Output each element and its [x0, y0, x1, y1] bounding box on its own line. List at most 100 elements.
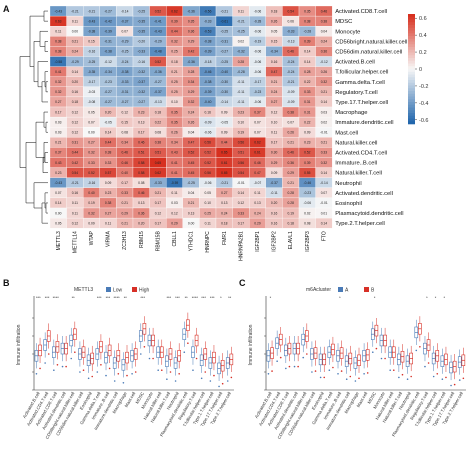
box-outlier [285, 367, 287, 370]
heatmap-cell-value: 0.52 [204, 161, 211, 165]
colorbar-step [408, 71, 415, 75]
box-outlier [100, 364, 102, 366]
heatmap-cell-value: 0.11 [205, 221, 211, 225]
heatmap-cell-value: 0.52 [155, 9, 162, 13]
heatmap-row-label: Immature..B.cell [335, 161, 377, 167]
heatmap-cell-value: 0.46 [287, 50, 294, 54]
heatmap-cell-value: -0.06 [254, 100, 262, 104]
colorbar-tick-label: 0 [419, 67, 422, 73]
heatmap-cell-value: 0.52 [88, 171, 95, 175]
heatmap-cell-value: 0.47 [188, 141, 195, 145]
heatmap-cell-value: 0.21 [121, 221, 128, 225]
box-outlier [82, 369, 85, 372]
box-outlier [166, 378, 168, 381]
heatmap-cell-value: -0.41 [154, 19, 162, 23]
heatmap-cell-value: 0.32 [55, 80, 62, 84]
heatmap-column-label: ZC3H13 [122, 231, 128, 250]
box-outlier [311, 371, 313, 373]
heatmap-cell-value: 0.34 [171, 141, 178, 145]
significance-mark: * [374, 295, 376, 300]
heatmap-cell-value: 0.30 [271, 151, 278, 155]
heatmap-cell-value: 0.46 [121, 161, 128, 165]
panel-b-letter: B [3, 278, 10, 288]
heatmap-cell-value: 0.00 [88, 130, 95, 134]
heatmap-cell-value: 0.42 [72, 161, 79, 165]
heatmap-cell-value: -0.36 [154, 70, 162, 74]
box-outlier [462, 377, 465, 380]
box-outlier [297, 365, 299, 368]
heatmap-cell-value: 0.21 [155, 191, 162, 195]
panel-c-letter: C [239, 278, 246, 288]
significance-mark: ** [228, 295, 232, 300]
heatmap-cell-value: 0.28 [238, 60, 245, 64]
heatmap-cell-value: 0.46 [321, 9, 328, 13]
significance-mark: ** [72, 295, 76, 300]
colorbar-step [408, 52, 415, 56]
heatmap-cell-value: -0.35 [138, 29, 146, 33]
heatmap-cell-value: 0.33 [88, 161, 95, 165]
heatmap-cell-value: -0.46 [304, 181, 312, 185]
box-outlier [323, 376, 326, 379]
box-outlier [410, 375, 412, 378]
heatmap-cell-value: -0.09 [287, 100, 295, 104]
legend-label: Low [113, 288, 123, 294]
significance-mark: *** [45, 295, 50, 300]
colorbar-tick-label: -0.2 [419, 84, 428, 90]
box-outlier [105, 374, 107, 377]
heatmap-cell-value: -0.13 [287, 40, 295, 44]
heatmap-cell-value: 0.22 [304, 80, 311, 84]
box-outlier [453, 383, 456, 386]
heatmap-cell-value: -0.48 [154, 50, 162, 54]
heatmap-cell-value: -0.21 [221, 9, 229, 13]
heatmap-cell-value: -0.23 [304, 191, 312, 195]
heatmap-cell-value: 0.03 [55, 120, 62, 124]
heatmap-cell-value: 0.13 [188, 211, 195, 215]
heatmap-cell-value: 0.46 [287, 151, 294, 155]
heatmap-cells: -0.43 -0.21 -0.21 -0.27 -0.14 -0.25 0.52 0.62 -0… [49, 5, 333, 229]
box-outlier [47, 353, 50, 355]
heatmap-cell-value: 0.12 [72, 221, 79, 225]
heatmap-cell-value: 0.26 [287, 130, 294, 134]
heatmap-cell-value: 0.62 [171, 9, 178, 13]
y-axis-label: Immune infiltration [16, 324, 22, 365]
box-outlier [401, 373, 404, 376]
heatmap-row-label: Immature.dendritic.cell [335, 120, 393, 126]
heatmap-column-label: METTL3 [56, 231, 62, 250]
heatmap-cell-value: 0.52 [188, 151, 195, 155]
significance-mark: **** [53, 295, 60, 300]
heatmap-row-label: T.follicular.helper.cell [335, 70, 388, 76]
colorbar-step [408, 82, 415, 86]
heatmap-cell-value: 0.36 [321, 50, 328, 54]
box-outlier [148, 357, 151, 360]
heatmap-cell-value: 0.29 [271, 161, 278, 165]
heatmap-row-label: Activated.dendritic.cell [335, 191, 393, 197]
heatmap-cell-value: -0.31 [121, 90, 129, 94]
heatmap-cell [315, 217, 333, 229]
significance-mark: *** [166, 295, 171, 300]
heatmap-cell-value: 0.38 [304, 19, 311, 23]
heatmap-cell-value: -0.27 [121, 100, 129, 104]
heatmap-cell-value: 0.29 [287, 171, 294, 175]
heatmap-cell-value: 0.56 [238, 161, 245, 165]
heatmap-cell-value: -0.11 [270, 191, 277, 195]
significance-mark: **** [192, 295, 199, 300]
box-outlier [445, 376, 447, 379]
heatmap-cell-value: 0.11 [238, 9, 244, 13]
heatmap-cell-value: 0.09 [88, 221, 95, 225]
heatmap-cell-value: -0.40 [221, 70, 229, 74]
heatmap-cell-value: 0.36 [188, 29, 195, 33]
heatmap-cell-value: 0.29 [121, 211, 128, 215]
box-outlier [279, 356, 282, 359]
significance-mark: * [443, 295, 445, 300]
heatmap-cell-value: 0.00 [55, 211, 62, 215]
heatmap-cell-value: 0.63 [55, 19, 62, 23]
heatmap-cell-value: 0.07 [321, 191, 328, 195]
heatmap-column-label: RBM15 [139, 231, 145, 248]
heatmap-cell-value: -0.43 [88, 19, 96, 23]
heatmap-cell-value: 0.34 [188, 80, 195, 84]
heatmap-cell-value: 0.14 [72, 70, 79, 74]
box-outlier [406, 378, 409, 381]
heatmap-cell-value: 0.05 [204, 191, 211, 195]
colorbar-step [408, 85, 415, 89]
